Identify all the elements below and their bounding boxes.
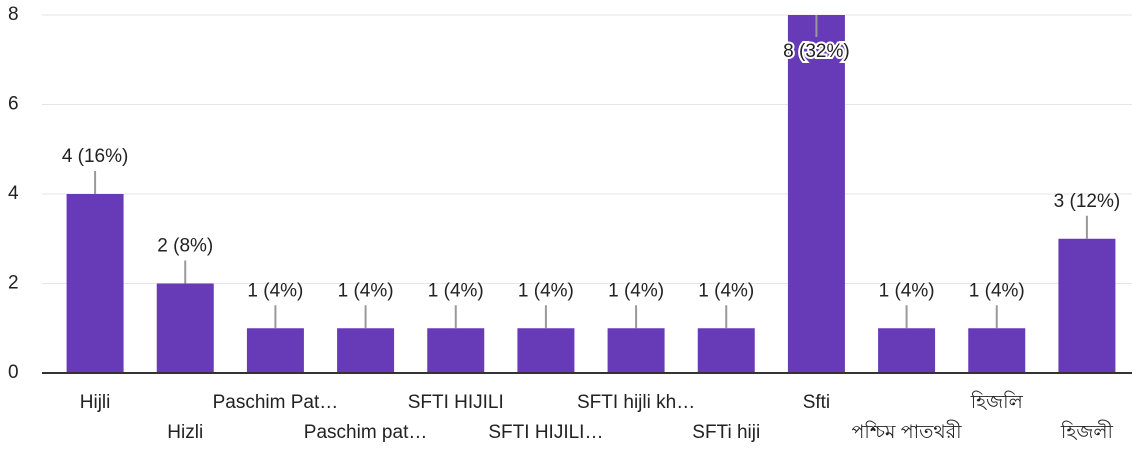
data-label: 4 (16%) [62,146,129,167]
bar [787,15,845,373]
y-tick-label: 8 [8,4,19,25]
bar [697,328,755,373]
x-tick-label: হিজলি [970,391,1024,413]
data-label: 2 (8%) [157,236,213,257]
x-tick-label: Hizli [167,422,203,443]
bar [66,194,124,373]
bar [968,328,1026,373]
data-label: 1 (4%) [698,280,754,301]
bar [1058,238,1116,373]
bar [878,328,936,373]
data-label: 1 (4%) [608,280,664,301]
x-tick-label: Paschim pat… [304,422,428,443]
data-label: 1 (4%) [338,280,394,301]
data-label: 1 (4%) [428,280,484,301]
x-tick-label: SFTi hiji [692,422,760,443]
bar [427,328,485,373]
x-tick-label: Hijli [80,392,111,413]
data-label: 1 (4%) [879,280,935,301]
x-tick-label: পশ্চিম পাতথরী [852,420,963,443]
data-label: 8 (32%) [783,41,850,62]
data-label: 1 (4%) [247,280,303,301]
x-tick-label: Paschim Pat… [213,392,339,413]
data-label: 1 (4%) [969,280,1025,301]
y-tick-label: 6 [8,94,19,115]
y-tick-label: 4 [8,183,19,204]
x-tick-label: হিজলী [1060,420,1114,443]
x-tick-label: SFTI HIJILI [408,392,504,413]
bar [156,283,214,373]
bar [246,328,304,373]
bar [607,328,665,373]
bar [337,328,395,373]
data-label: 3 (12%) [1054,191,1121,212]
bar [517,328,575,373]
x-tick-label: Sfti [803,392,830,413]
y-tick-label: 2 [8,273,19,294]
x-tick-label: SFTI hijli kh… [577,392,695,413]
y-tick-label: 0 [8,362,19,383]
data-label: 1 (4%) [518,280,574,301]
x-tick-label: SFTI HIJILI… [488,422,603,443]
